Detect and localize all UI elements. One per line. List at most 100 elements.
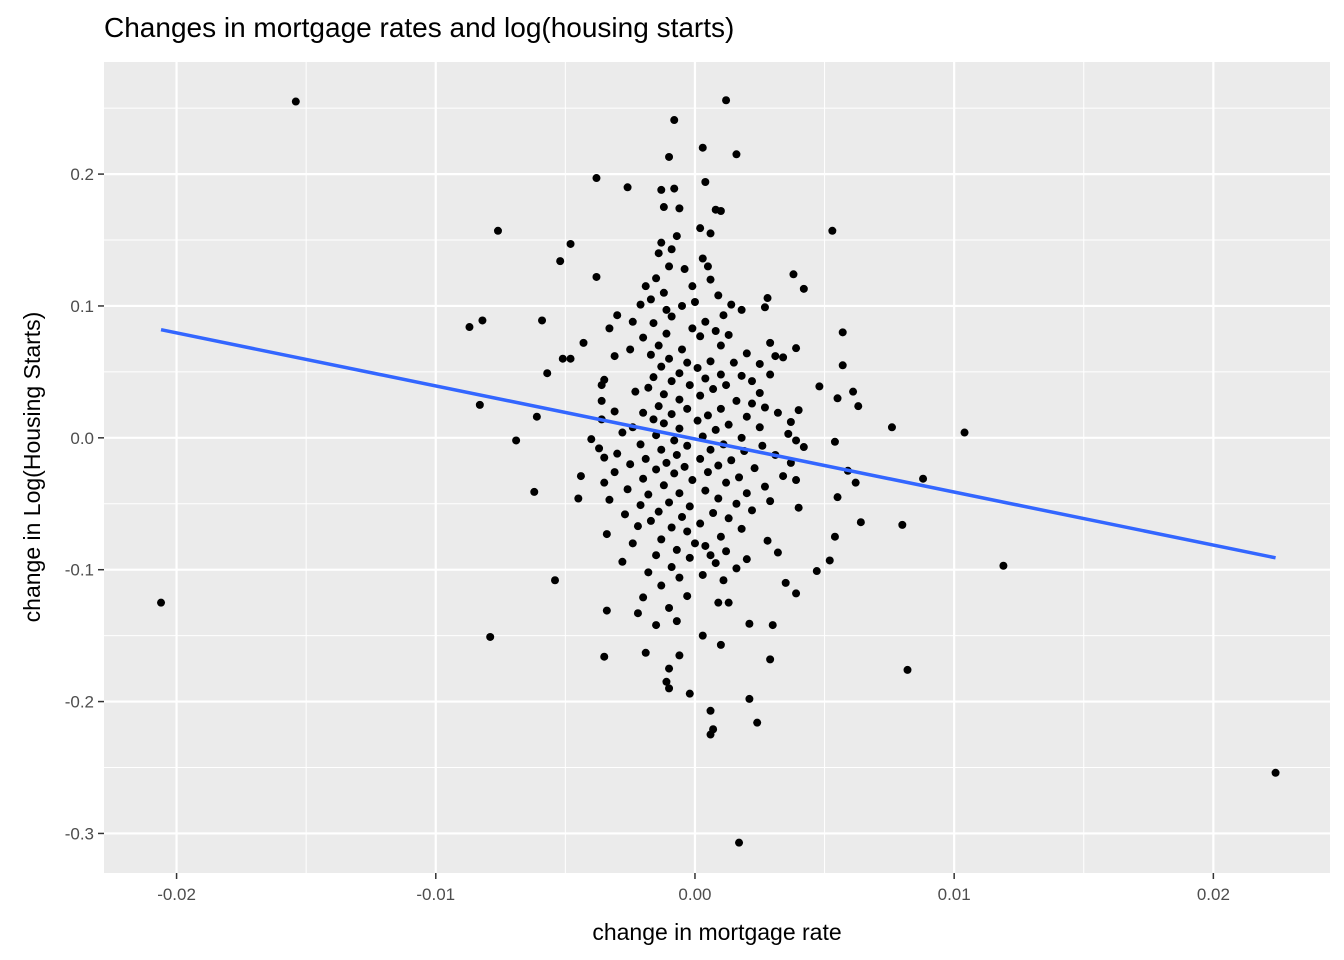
data-point <box>636 440 645 449</box>
data-point <box>711 559 720 568</box>
data-point <box>641 454 650 463</box>
data-point <box>662 458 671 467</box>
data-point <box>815 382 824 391</box>
data-point <box>763 536 772 545</box>
data-point <box>685 689 694 698</box>
trend-line <box>160 327 1276 560</box>
data-point <box>657 238 666 247</box>
data-point <box>719 311 728 320</box>
data-point <box>623 183 632 192</box>
data-point <box>727 456 736 465</box>
data-point <box>667 245 676 254</box>
data-point <box>688 324 697 333</box>
data-point <box>618 428 627 437</box>
data-point <box>618 557 627 566</box>
data-point <box>597 381 606 390</box>
x-axis-title: change in mortgage rate <box>592 919 841 945</box>
data-point <box>701 374 710 383</box>
data-point <box>605 495 614 504</box>
data-point <box>703 468 712 477</box>
data-point <box>644 383 653 392</box>
data-point <box>714 494 723 503</box>
data-point <box>576 472 585 481</box>
data-point <box>670 469 679 478</box>
chart-title: Changes in mortgage rates and log(housin… <box>104 12 735 43</box>
data-point <box>610 352 619 361</box>
data-point <box>623 485 632 494</box>
data-point <box>649 319 658 328</box>
data-point <box>678 345 687 354</box>
data-point <box>654 507 663 516</box>
data-point <box>773 408 782 417</box>
data-point <box>646 295 655 304</box>
data-point <box>665 152 674 161</box>
data-point <box>732 499 741 508</box>
data-point <box>724 598 733 607</box>
data-point <box>659 390 668 399</box>
data-point <box>696 454 705 463</box>
data-point <box>626 345 635 354</box>
data-point <box>722 478 731 487</box>
data-point <box>768 621 777 630</box>
data-point <box>851 478 860 487</box>
data-point <box>716 207 725 216</box>
data-point <box>587 435 596 444</box>
data-point <box>652 551 661 560</box>
data-point <box>742 555 751 564</box>
data-point <box>657 581 666 590</box>
data-point <box>755 423 764 432</box>
data-point <box>675 369 684 378</box>
data-point <box>683 358 692 367</box>
data-point <box>512 436 521 445</box>
data-point <box>716 532 725 541</box>
data-point <box>639 408 648 417</box>
y-tick-label: -0.3 <box>65 824 94 843</box>
data-point <box>833 394 842 403</box>
data-point <box>659 419 668 428</box>
x-tick-label: -0.01 <box>416 885 455 904</box>
data-point <box>675 424 684 433</box>
data-point <box>667 563 676 572</box>
data-point <box>698 254 707 263</box>
data-point <box>597 396 606 405</box>
data-point <box>999 561 1008 570</box>
data-point <box>825 556 834 565</box>
data-point <box>792 436 801 445</box>
data-point <box>641 282 650 291</box>
data-point <box>665 603 674 612</box>
data-point <box>574 494 583 503</box>
data-point <box>960 428 969 437</box>
data-point <box>750 464 759 473</box>
data-point <box>732 396 741 405</box>
data-point <box>724 514 733 523</box>
data-points <box>157 96 1280 847</box>
data-point <box>724 420 733 429</box>
data-point <box>652 621 661 630</box>
data-point <box>657 185 666 194</box>
data-point <box>747 506 756 515</box>
data-point <box>838 328 847 337</box>
data-point <box>633 609 642 618</box>
data-point <box>579 338 588 347</box>
data-point <box>657 445 666 454</box>
data-point <box>675 395 684 404</box>
data-point <box>716 370 725 379</box>
data-point <box>685 553 694 562</box>
data-point <box>849 387 858 396</box>
data-point <box>745 694 754 703</box>
data-point <box>766 655 775 664</box>
data-point <box>833 493 842 502</box>
data-point <box>784 429 793 438</box>
data-point <box>696 332 705 341</box>
data-point <box>667 523 676 532</box>
data-point <box>703 411 712 420</box>
data-point <box>701 541 710 550</box>
data-point <box>701 486 710 495</box>
data-point <box>714 598 723 607</box>
data-point <box>729 358 738 367</box>
data-point <box>672 450 681 459</box>
data-point <box>771 352 780 361</box>
data-point <box>919 474 928 483</box>
data-point <box>714 461 723 470</box>
